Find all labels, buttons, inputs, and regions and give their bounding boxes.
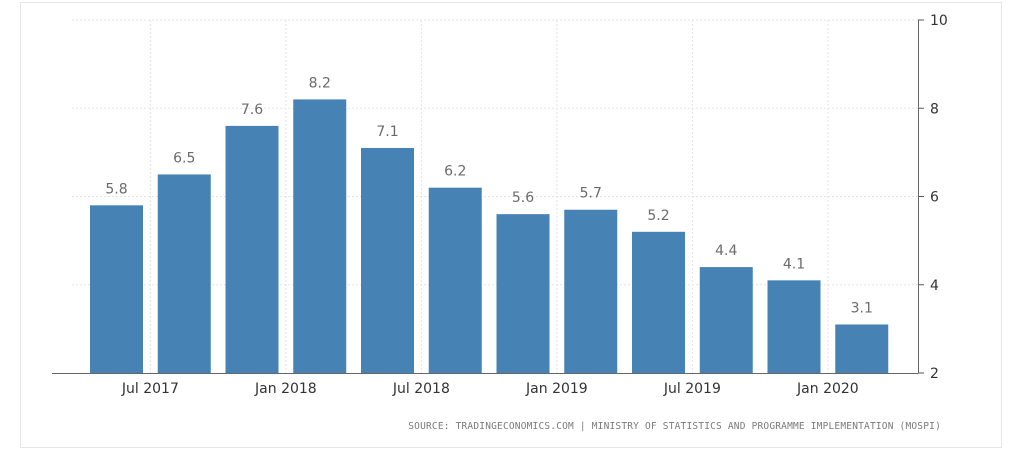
y-tick-label: 4 [930,278,939,294]
y-tick-label: 6 [930,190,939,206]
bar [428,187,482,373]
data-label: 3.1 [851,300,873,316]
source-note: SOURCE: TRADINGECONOMICS.COM | MINISTRY … [408,421,941,432]
bar [632,231,685,373]
y-tick-label: 2 [930,366,939,382]
bar [90,205,143,373]
data-label: 4.1 [783,256,805,272]
bar [496,214,550,373]
x-tick-label: Jan 2018 [254,381,317,397]
data-labels: 5.8 6.5 7.6 8.2 7.1 6.2 5.6 5.7 5.2 4.4 4.1 3.1 [105,75,873,316]
x-tick-label: Jan 2020 [796,381,859,397]
x-tick-label: Jul 2018 [392,381,450,397]
data-label: 5.6 [512,190,534,206]
data-label: 7.6 [241,102,263,118]
y-axis: 2 4 6 8 10 [918,13,948,382]
data-label: 7.1 [376,124,398,140]
data-label: 4.4 [715,243,737,259]
y-tick-label: 8 [930,101,939,117]
x-tick-label: Jul 2019 [663,381,721,397]
x-axis: Jul 2017 Jan 2018 Jul 2018 Jan 2019 Jul 2019… [52,373,918,397]
bar [157,174,211,373]
data-label: 5.8 [105,181,127,197]
bar [835,324,889,373]
bar [361,147,414,373]
x-tick-label: Jul 2017 [121,381,179,397]
data-label: 5.7 [580,186,602,202]
bar [699,267,753,373]
bars [90,99,889,374]
bar [767,280,821,373]
data-label: 8.2 [309,75,331,91]
gridlines [72,19,918,373]
bar [564,209,618,373]
bar [225,125,279,374]
data-label: 6.5 [173,150,195,166]
data-label: 6.2 [444,164,466,180]
data-label: 5.2 [647,208,669,224]
y-tick-label: 10 [930,13,948,29]
bar [293,99,347,374]
x-tick-label: Jan 2019 [525,381,588,397]
